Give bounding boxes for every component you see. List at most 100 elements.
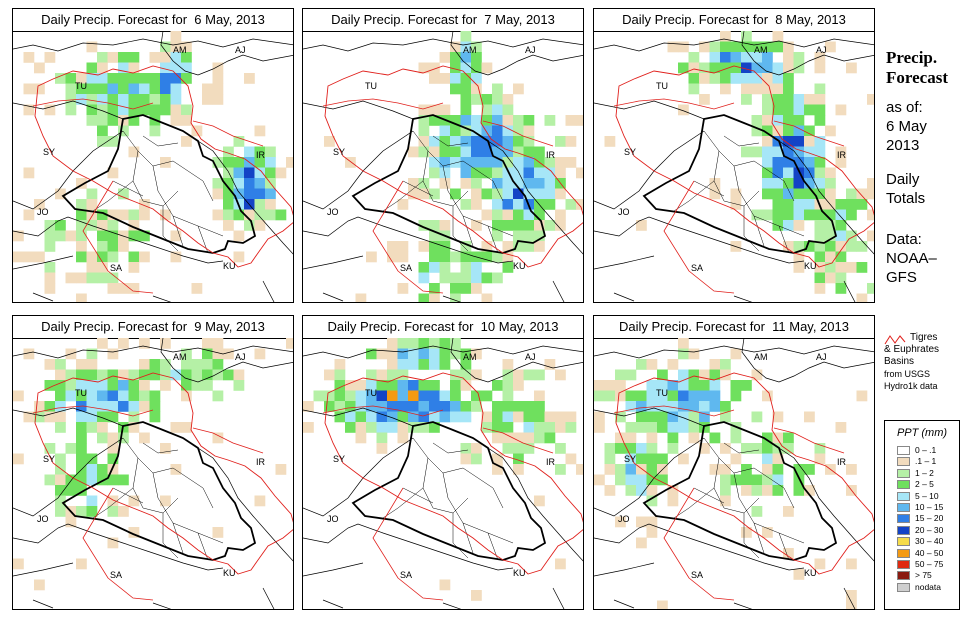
precip-cell [709, 62, 721, 74]
precip-cell [513, 188, 524, 200]
precip-cell [678, 453, 689, 465]
precip-cell [804, 199, 815, 210]
precip-cell [471, 401, 482, 412]
precip-cell [76, 199, 87, 210]
as-of-label: as of: [886, 99, 923, 116]
precip-cell [667, 443, 679, 454]
precip-cell [86, 209, 98, 221]
precip-cell [513, 369, 524, 381]
precip-cell [223, 369, 234, 381]
ppt-legend-item: > 75 [885, 570, 959, 581]
precip-cell [170, 52, 182, 63]
precip-cell [523, 422, 535, 433]
precip-cell [492, 136, 503, 147]
precip-cell [439, 348, 451, 360]
country-label: TU [365, 388, 377, 398]
precip-cell [450, 157, 461, 168]
precip-cell [212, 94, 224, 105]
precip-cell [783, 548, 794, 559]
country-border [594, 255, 655, 270]
ppt-legend-item: 40 – 50 [885, 548, 959, 559]
precip-cell [502, 422, 514, 433]
forecast-panel-8may: Daily Precip. Forecast for 8 May, 2013 A… [593, 8, 875, 303]
basin-subdivision [322, 98, 554, 294]
country-border [613, 587, 856, 609]
precip-cell [450, 390, 461, 402]
precip-cell [688, 390, 700, 402]
precip-cell [502, 411, 514, 423]
precip-cell [324, 401, 335, 412]
precip-cell [376, 380, 388, 391]
precip-cell [804, 136, 815, 147]
ppt-legend-label: 30 – 40 [915, 536, 944, 547]
precip-cell [160, 157, 171, 168]
precip-cell [376, 443, 388, 454]
precip-cell [615, 464, 626, 475]
precip-cell [86, 83, 98, 95]
forecast-panel-7may: Daily Precip. Forecast for 7 May, 2013 A… [302, 8, 584, 303]
precip-cell [460, 199, 472, 210]
precip-cell [450, 411, 461, 423]
precip-cell [170, 83, 182, 95]
precip-cell [439, 104, 451, 116]
precip-cell [286, 157, 293, 168]
precip-cell [636, 411, 647, 423]
precip-cell [783, 432, 794, 444]
precip-cell [814, 52, 826, 63]
precip-cell [97, 125, 108, 137]
precip-cell [751, 209, 763, 221]
precip-cell [513, 411, 524, 423]
precip-cell [709, 41, 721, 53]
precip-cell [55, 411, 66, 423]
precip-cell [636, 485, 647, 496]
precip-cell [783, 199, 794, 210]
precip-cell [502, 380, 514, 391]
precip-cell [502, 178, 514, 189]
precip-cell [408, 380, 419, 391]
precip-cell [594, 380, 605, 391]
panel-title: Daily Precip. Forecast for 7 May, 2013 [303, 9, 583, 32]
basin-subdivision [613, 98, 845, 294]
precip-cell [418, 241, 430, 252]
precip-cell [471, 83, 482, 95]
precip-cell [856, 199, 868, 210]
ppt-legend-swatch [897, 491, 910, 501]
precip-cell [856, 188, 868, 200]
precip-cell [366, 390, 377, 402]
precip-cell [825, 41, 836, 53]
precip-cell [429, 380, 440, 391]
precip-cell [555, 167, 566, 179]
precip-cell [814, 220, 826, 231]
precip-cell [565, 157, 577, 168]
country-border [303, 255, 364, 270]
country-label: TU [656, 388, 668, 398]
precip-cell [181, 380, 192, 391]
precip-cell [481, 241, 493, 252]
precip-cell [471, 178, 482, 189]
country-label: SA [400, 570, 412, 580]
precip-cell [34, 251, 45, 263]
precip-cell [181, 52, 192, 63]
precip-cell [65, 272, 77, 284]
precip-cell [481, 422, 493, 433]
precip-cell [107, 464, 119, 475]
precip-cell [160, 209, 171, 221]
precip-cell [118, 52, 129, 63]
precip-cell [741, 474, 752, 486]
ppt-legend-item: 10 – 15 [885, 502, 959, 513]
precip-cell [128, 262, 140, 273]
precip-cell [513, 83, 524, 95]
precip-cell [460, 146, 472, 158]
precip-cell [439, 157, 451, 168]
country-label: TU [656, 81, 668, 91]
precip-cell [565, 411, 577, 423]
precip-cell [181, 390, 192, 402]
precip-cell [534, 241, 545, 252]
precip-cell [34, 411, 45, 423]
precip-cell [741, 83, 752, 95]
precip-cell [544, 167, 556, 179]
precip-cell [846, 590, 857, 601]
precip-cell [615, 432, 626, 444]
precip-cell [762, 146, 773, 158]
precip-cell [772, 104, 784, 116]
